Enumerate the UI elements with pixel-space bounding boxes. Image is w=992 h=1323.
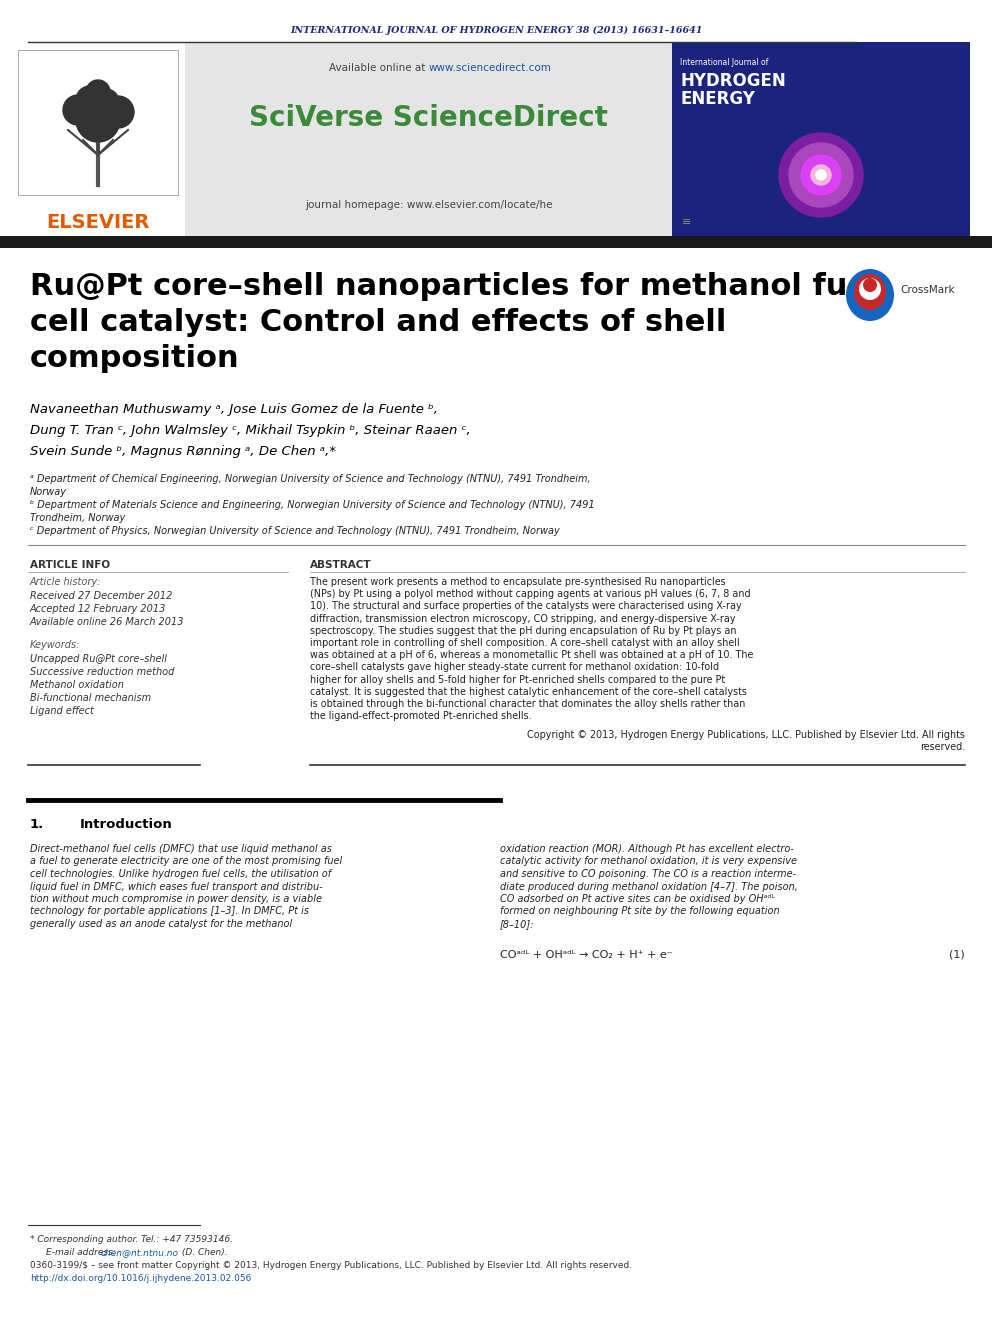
Text: catalyst. It is suggested that the highest catalytic enhancement of the core–she: catalyst. It is suggested that the highe… [310, 687, 747, 697]
Text: www.sciencedirect.com: www.sciencedirect.com [429, 64, 552, 73]
Text: Navaneethan Muthuswamy ᵃ, Jose Luis Gomez de la Fuente ᵇ,: Navaneethan Muthuswamy ᵃ, Jose Luis Gome… [30, 404, 438, 415]
Text: Dung T. Tran ᶜ, John Walmsley ᶜ, Mikhail Tsypkin ᵇ, Steinar Raaen ᶜ,: Dung T. Tran ᶜ, John Walmsley ᶜ, Mikhail… [30, 423, 471, 437]
Text: 1.: 1. [30, 818, 45, 831]
Text: a fuel to generate electricity are one of the most promising fuel: a fuel to generate electricity are one o… [30, 856, 342, 867]
Text: HYDROGEN: HYDROGEN [680, 71, 786, 90]
Text: INTERNATIONAL JOURNAL OF HYDROGEN ENERGY 38 (2013) 16631–16641: INTERNATIONAL JOURNAL OF HYDROGEN ENERGY… [290, 25, 702, 34]
Text: chen@nt.ntnu.no: chen@nt.ntnu.no [101, 1248, 179, 1257]
Text: technology for portable applications [1–3]. In DMFC, Pt is: technology for portable applications [1–… [30, 906, 309, 917]
Bar [672, 42, 970, 239]
Text: Received 27 December 2012: Received 27 December 2012 [30, 591, 173, 601]
Circle shape [811, 165, 831, 185]
Text: http://dx.doi.org/10.1016/j.ijhydene.2013.02.056: http://dx.doi.org/10.1016/j.ijhydene.201… [30, 1274, 251, 1283]
Text: 10). The structural and surface properties of the catalysts were characterised u: 10). The structural and surface properti… [310, 602, 742, 611]
Text: (1): (1) [949, 950, 965, 959]
Text: ᵇ Department of Materials Science and Engineering, Norwegian University of Scien: ᵇ Department of Materials Science and En… [30, 500, 595, 509]
Text: ᶜ Department of Physics, Norwegian University of Science and Technology (NTNU), : ᶜ Department of Physics, Norwegian Unive… [30, 527, 559, 536]
Text: important role in controlling of shell composition. A core–shell catalyst with a: important role in controlling of shell c… [310, 638, 740, 648]
Circle shape [63, 95, 93, 124]
Ellipse shape [859, 278, 881, 300]
Text: COᵃᵈᴸ + OHᵃᵈᴸ → CO₂ + H⁺ + e⁻: COᵃᵈᴸ + OHᵃᵈᴸ → CO₂ + H⁺ + e⁻ [500, 950, 673, 959]
Text: cell technologies. Unlike hydrogen fuel cells, the utilisation of: cell technologies. Unlike hydrogen fuel … [30, 869, 331, 878]
Circle shape [86, 79, 110, 105]
Circle shape [93, 89, 119, 115]
Text: ELSEVIER: ELSEVIER [47, 213, 150, 232]
Text: Available online 26 March 2013: Available online 26 March 2013 [30, 617, 185, 627]
Text: was obtained at a pH of 6, whereas a monometallic Pt shell was obtained at a pH : was obtained at a pH of 6, whereas a mon… [310, 650, 753, 660]
Text: oxidation reaction (MOR). Although Pt has excellent electro-: oxidation reaction (MOR). Although Pt ha… [500, 844, 794, 855]
Circle shape [76, 98, 120, 142]
Text: Uncapped Ru@Pt core–shell: Uncapped Ru@Pt core–shell [30, 654, 167, 664]
Text: spectroscopy. The studies suggest that the pH during encapsulation of Ru by Pt p: spectroscopy. The studies suggest that t… [310, 626, 736, 636]
Circle shape [779, 134, 863, 217]
Text: composition: composition [30, 344, 240, 373]
Text: Accepted 12 February 2013: Accepted 12 February 2013 [30, 605, 167, 614]
Text: * Corresponding author. Tel.: +47 73593146.: * Corresponding author. Tel.: +47 735931… [30, 1234, 233, 1244]
Text: diffraction, transmission electron microscopy, CO stripping, and energy-dispersi: diffraction, transmission electron micro… [310, 614, 736, 623]
Text: Copyright © 2013, Hydrogen Energy Publications, LLC. Published by Elsevier Ltd. : Copyright © 2013, Hydrogen Energy Public… [527, 730, 965, 740]
Text: Article history:: Article history: [30, 577, 101, 587]
Text: cell catalyst: Control and effects of shell: cell catalyst: Control and effects of sh… [30, 308, 726, 337]
Ellipse shape [846, 269, 894, 321]
Circle shape [801, 155, 841, 194]
Circle shape [76, 86, 104, 114]
Ellipse shape [863, 278, 877, 292]
Text: (NPs) by Pt using a polyol method without capping agents at various pH values (6: (NPs) by Pt using a polyol method withou… [310, 589, 751, 599]
Text: 0360-3199/$ – see front matter Copyright © 2013, Hydrogen Energy Publications, L: 0360-3199/$ – see front matter Copyright… [30, 1261, 632, 1270]
Text: CO adsorbed on Pt active sites can be oxidised by OHᵃᵈᴸ: CO adsorbed on Pt active sites can be ox… [500, 894, 775, 904]
Bar [18, 50, 178, 194]
Text: Ligand effect: Ligand effect [30, 706, 94, 716]
Text: Successive reduction method: Successive reduction method [30, 667, 175, 677]
Circle shape [816, 169, 826, 180]
Text: ABSTRACT: ABSTRACT [310, 560, 372, 570]
Bar [185, 42, 672, 239]
Text: Direct-methanol fuel cells (DMFC) that use liquid methanol as: Direct-methanol fuel cells (DMFC) that u… [30, 844, 332, 855]
Text: Methanol oxidation: Methanol oxidation [30, 680, 124, 691]
Circle shape [102, 97, 134, 128]
Text: Available online at: Available online at [329, 64, 429, 73]
Text: and sensitive to CO poisoning. The CO is a reaction interme-: and sensitive to CO poisoning. The CO is… [500, 869, 797, 878]
Text: ᵃ Department of Chemical Engineering, Norwegian University of Science and Techno: ᵃ Department of Chemical Engineering, No… [30, 474, 590, 484]
Text: International Journal of: International Journal of [680, 58, 769, 67]
Text: Keywords:: Keywords: [30, 640, 80, 650]
Text: SciVerse ScienceDirect: SciVerse ScienceDirect [249, 105, 608, 132]
Text: core–shell catalysts gave higher steady-state current for methanol oxidation: 10: core–shell catalysts gave higher steady-… [310, 663, 719, 672]
Text: [8–10]:: [8–10]: [500, 919, 535, 929]
Text: Norway: Norway [30, 487, 67, 497]
Text: ≡: ≡ [682, 217, 691, 228]
Text: CrossMark: CrossMark [900, 284, 954, 295]
Ellipse shape [854, 274, 886, 310]
Text: Trondheim, Norway: Trondheim, Norway [30, 513, 125, 523]
Text: The present work presents a method to encapsulate pre-synthesised Ru nanoparticl: The present work presents a method to en… [310, 577, 725, 587]
Text: Ru@Pt core–shell nanoparticles for methanol fuel: Ru@Pt core–shell nanoparticles for metha… [30, 273, 879, 302]
Bar [0, 235, 992, 247]
Text: reserved.: reserved. [920, 742, 965, 751]
Text: liquid fuel in DMFC, which eases fuel transport and distribu-: liquid fuel in DMFC, which eases fuel tr… [30, 881, 322, 892]
Text: Bi-functional mechanism: Bi-functional mechanism [30, 693, 151, 703]
Text: formed on neighbouring Pt site by the following equation: formed on neighbouring Pt site by the fo… [500, 906, 780, 917]
Text: higher for alloy shells and 5-fold higher for Pt-enriched shells compared to the: higher for alloy shells and 5-fold highe… [310, 675, 725, 684]
Text: generally used as an anode catalyst for the methanol: generally used as an anode catalyst for … [30, 919, 293, 929]
Text: ARTICLE INFO: ARTICLE INFO [30, 560, 110, 570]
Circle shape [789, 143, 853, 206]
Text: tion without much compromise in power density, is a viable: tion without much compromise in power de… [30, 894, 322, 904]
Text: Svein Sunde ᵇ, Magnus Rønning ᵃ, De Chen ᵃ,*: Svein Sunde ᵇ, Magnus Rønning ᵃ, De Chen… [30, 445, 336, 458]
Text: is obtained through the bi-functional character that dominates the alloy shells : is obtained through the bi-functional ch… [310, 699, 745, 709]
Text: catalytic activity for methanol oxidation, it is very expensive: catalytic activity for methanol oxidatio… [500, 856, 797, 867]
Text: diate produced during methanol oxidation [4–7]. The poison,: diate produced during methanol oxidation… [500, 881, 798, 892]
Text: the ligand-effect-promoted Pt-enriched shells.: the ligand-effect-promoted Pt-enriched s… [310, 712, 532, 721]
Text: ENERGY: ENERGY [680, 90, 755, 108]
Text: E-mail address:: E-mail address: [46, 1248, 119, 1257]
Text: journal homepage: www.elsevier.com/locate/he: journal homepage: www.elsevier.com/locat… [305, 200, 553, 210]
Text: Introduction: Introduction [80, 818, 173, 831]
Text: (D. Chen).: (D. Chen). [179, 1248, 227, 1257]
